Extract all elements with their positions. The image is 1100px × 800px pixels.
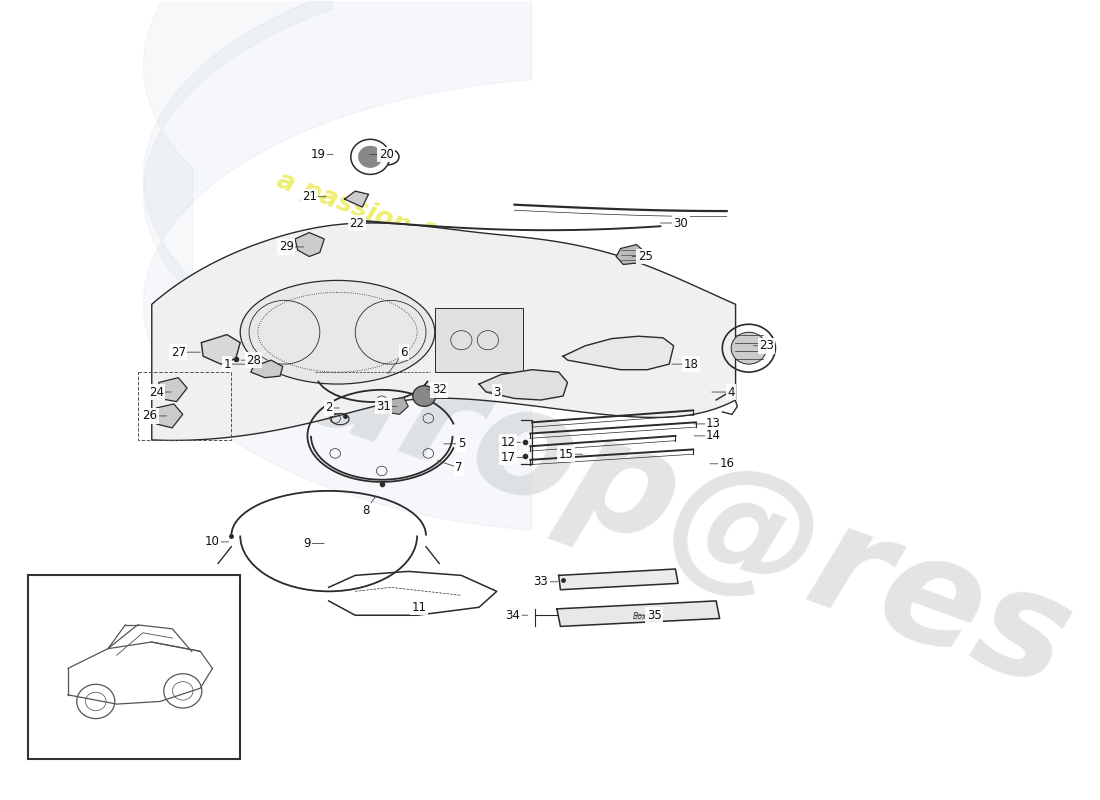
Text: 30: 30 — [673, 217, 689, 230]
Text: 8: 8 — [362, 503, 370, 517]
Text: 33: 33 — [534, 575, 548, 588]
Polygon shape — [557, 601, 719, 626]
Polygon shape — [559, 569, 678, 590]
Text: 20: 20 — [378, 148, 394, 161]
Text: 21: 21 — [301, 190, 317, 203]
Text: 18: 18 — [684, 358, 699, 370]
Circle shape — [412, 386, 436, 406]
Text: 31: 31 — [376, 400, 390, 413]
Polygon shape — [480, 370, 568, 400]
Text: 35: 35 — [647, 609, 661, 622]
Text: 25: 25 — [638, 250, 652, 263]
Text: 5: 5 — [458, 438, 465, 450]
Text: 6: 6 — [400, 346, 408, 358]
Text: Boxster: Boxster — [632, 612, 662, 622]
Text: 13: 13 — [706, 418, 721, 430]
Text: 2: 2 — [324, 402, 332, 414]
Text: 17: 17 — [500, 451, 516, 464]
Polygon shape — [156, 404, 183, 428]
Text: 11: 11 — [411, 601, 427, 614]
Text: 15: 15 — [559, 448, 573, 461]
Polygon shape — [201, 334, 240, 364]
Polygon shape — [616, 245, 646, 265]
Text: 12: 12 — [500, 436, 516, 449]
Text: 16: 16 — [719, 458, 734, 470]
Text: 23: 23 — [759, 339, 774, 352]
Text: 34: 34 — [505, 609, 520, 622]
Polygon shape — [563, 336, 673, 370]
Text: europ@res: europ@res — [187, 272, 1090, 719]
Text: 7: 7 — [455, 462, 462, 474]
Circle shape — [732, 332, 767, 364]
Polygon shape — [158, 378, 187, 402]
Text: a passion for parts since 1985: a passion for parts since 1985 — [273, 167, 703, 346]
Text: 32: 32 — [432, 383, 447, 396]
Polygon shape — [152, 223, 736, 440]
Text: 19: 19 — [310, 148, 326, 161]
Bar — [434, 308, 524, 372]
Polygon shape — [295, 233, 324, 257]
Polygon shape — [344, 191, 369, 207]
Text: 29: 29 — [278, 241, 294, 254]
Polygon shape — [251, 360, 283, 378]
Bar — [28, 575, 240, 758]
Bar — [139, 372, 231, 440]
Text: 4: 4 — [727, 386, 735, 398]
Circle shape — [359, 146, 382, 167]
Text: 28: 28 — [246, 354, 261, 366]
Text: 3: 3 — [493, 386, 500, 398]
Text: 1: 1 — [223, 358, 231, 370]
Ellipse shape — [240, 281, 434, 384]
Text: 10: 10 — [205, 535, 219, 549]
Text: 14: 14 — [706, 430, 721, 442]
Text: 26: 26 — [143, 410, 157, 422]
Polygon shape — [384, 398, 408, 414]
Text: 22: 22 — [350, 217, 364, 230]
Text: 24: 24 — [148, 386, 164, 398]
Text: 9: 9 — [302, 537, 310, 550]
Text: 27: 27 — [170, 346, 186, 358]
